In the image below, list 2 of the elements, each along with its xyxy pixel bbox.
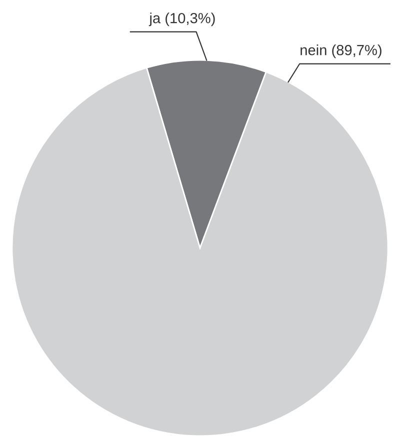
slice-label: nein (89,7%) — [300, 44, 382, 58]
slice-label: ja (10,3%) — [148, 12, 215, 26]
